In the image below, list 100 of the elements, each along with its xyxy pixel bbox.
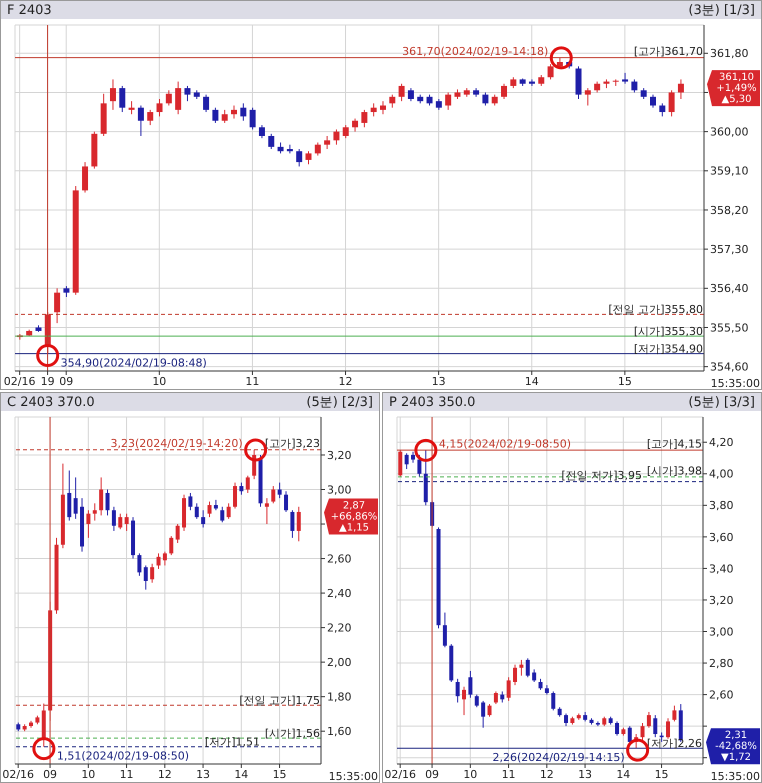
candlestick <box>398 450 402 478</box>
text: 361,10 +1,49% ▲5,30 <box>716 72 757 106</box>
y-tick-label: 1,60 <box>327 725 352 738</box>
y-tick-label: 2,40 <box>327 586 352 600</box>
candlestick <box>147 109 154 126</box>
candlestick <box>500 690 504 703</box>
candlestick <box>361 109 368 128</box>
candlestick <box>175 81 182 115</box>
candlestick <box>258 124 265 139</box>
candlestick <box>583 711 588 722</box>
annotation: 3,23(2024/02/19-14:20) <box>110 436 243 450</box>
candlestick <box>176 524 180 544</box>
x-tick-label: 10 <box>81 768 96 781</box>
candlestick <box>352 118 358 132</box>
candlestick <box>594 81 600 93</box>
annotation: 1,51(2024/02/19-08:50) <box>56 750 190 763</box>
x-tick-label: 14 <box>616 768 630 781</box>
x-tick-label: 12 <box>158 768 172 781</box>
candlestick <box>239 482 244 496</box>
candlestick <box>54 288 60 324</box>
candlestick <box>445 92 452 110</box>
candlestick <box>118 513 122 530</box>
candlestick <box>548 64 554 80</box>
candlestick <box>290 510 294 538</box>
candlestick <box>156 552 161 570</box>
candlestick <box>119 85 126 113</box>
candlestick <box>653 714 658 738</box>
candlestick <box>278 482 282 499</box>
x-tick-label: 02/16 <box>4 374 36 388</box>
y-tick-label: 3,00 <box>709 625 734 638</box>
candlestick <box>220 506 224 523</box>
candlestick <box>456 678 460 703</box>
annotation: 361,70(2024/02/19-14:18) <box>402 44 548 58</box>
candlestick <box>389 94 396 108</box>
candlestick <box>188 492 192 511</box>
x-tick-label: 12 <box>540 768 554 781</box>
candlestick <box>678 78 684 100</box>
x-tick-label: 15 <box>272 768 287 781</box>
candlestick <box>436 98 442 110</box>
candlestick <box>404 452 409 470</box>
candlestick <box>240 102 246 122</box>
candlestick <box>128 100 135 115</box>
candlestick <box>646 711 651 728</box>
candlestick <box>510 76 516 89</box>
candlestick <box>454 88 460 100</box>
candlestick <box>166 90 172 106</box>
candlestick <box>246 475 250 494</box>
candlestick <box>222 109 228 124</box>
candlestick <box>558 706 562 718</box>
ref-line-label: [저가]2,26 <box>646 737 702 750</box>
y-tick-label: 2,00 <box>327 656 352 670</box>
y-tick-label: 4,00 <box>709 468 734 481</box>
candlestick <box>63 286 70 298</box>
candlestick <box>481 700 486 728</box>
candlestick <box>296 148 302 167</box>
candlestick <box>305 150 312 165</box>
candlestick <box>411 451 416 464</box>
candlestick <box>137 552 142 576</box>
candlestick <box>551 690 556 711</box>
candlestick <box>380 100 386 115</box>
x-tick-label: 13 <box>196 768 210 781</box>
candlestick <box>370 102 377 117</box>
candlestick <box>214 499 218 511</box>
candlestick <box>86 510 90 538</box>
x-tick-label: 09 <box>43 768 58 781</box>
y-tick-label: 3,00 <box>327 483 352 496</box>
y-tick-label: 1,80 <box>327 690 352 704</box>
annotation: 2,26(2024/02/19-14:15) <box>492 751 625 764</box>
candlestick <box>268 133 274 150</box>
candlestick <box>650 94 656 108</box>
chart-title: C 2403 370.0 <box>7 394 95 410</box>
y-tick-label: 355,50 <box>710 321 748 334</box>
ref-line-label: [시가]1,56 <box>264 726 320 740</box>
ref-line-label: [전일 저가]3,95 <box>561 469 642 482</box>
chart-subtitle: (5분) [3/3] <box>688 394 755 411</box>
x-tick-label: 14 <box>234 768 248 781</box>
candlestick <box>426 94 433 106</box>
candlestick <box>488 704 492 718</box>
candlestick <box>538 678 543 690</box>
y-tick-label: 2,60 <box>709 688 734 702</box>
candlestick <box>333 128 340 146</box>
candlestick <box>468 670 472 698</box>
y-tick-label: 2,80 <box>709 656 734 670</box>
y-tick-label: 356,40 <box>710 282 748 296</box>
x-tick-label: 10 <box>152 374 166 388</box>
candlestick <box>150 563 154 584</box>
candlestick <box>231 105 238 120</box>
candlestick <box>74 476 78 520</box>
chart-title: P 2403 350.0 <box>389 394 476 410</box>
x-tick-label: 12 <box>338 374 353 388</box>
candlestick <box>82 162 88 194</box>
candlestick <box>532 668 536 682</box>
ref-line-label: [고가]3,23 <box>264 436 320 450</box>
candlestick <box>506 676 511 702</box>
candlestick <box>442 612 447 648</box>
candlestick <box>408 88 414 102</box>
candlestick <box>184 85 190 102</box>
candlestick <box>492 94 498 106</box>
x-tick-label: 09 <box>59 374 74 388</box>
ref-line-label: [저가]354,90 <box>634 342 703 356</box>
